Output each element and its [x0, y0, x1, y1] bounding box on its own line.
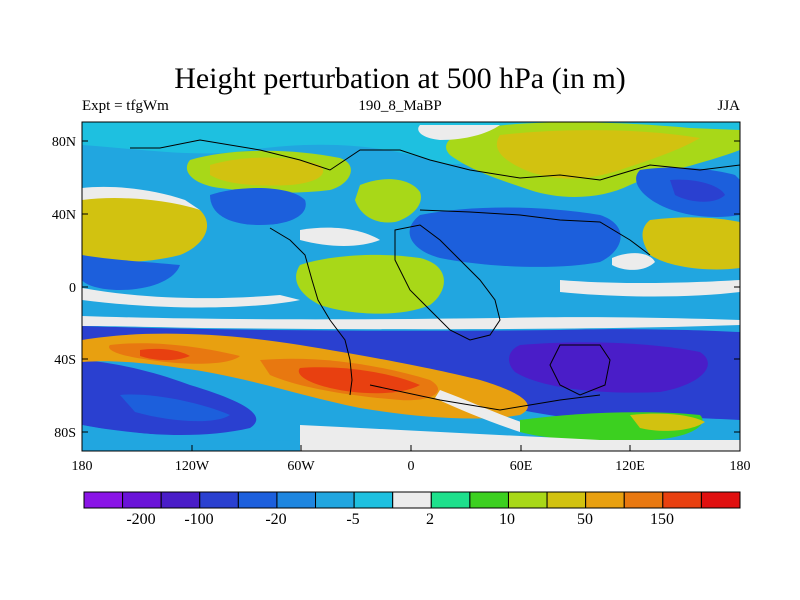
field-nh-blue-2: [409, 207, 621, 267]
colorbar-swatch: [83, 491, 124, 509]
field-nh-west-white: [82, 186, 200, 210]
colorbar-swatch: [237, 491, 278, 509]
coastline-eurasia: [419, 209, 651, 256]
experiment-label: Expt = tfgWm: [82, 98, 169, 114]
lat-label: 40N: [52, 208, 76, 223]
field-eq-white-3: [82, 316, 740, 330]
colorbar-swatch: [700, 491, 741, 509]
colorbar-swatch: [160, 491, 201, 509]
field-nh-east-gold: [642, 217, 740, 270]
field-north-gold: [496, 130, 700, 179]
coastline-africa: [394, 224, 501, 341]
field-south-red-small: [140, 348, 190, 361]
field-namerica-gold: [210, 157, 324, 186]
colorbar-swatch: [276, 491, 317, 509]
lon-label: 180: [730, 459, 751, 474]
lon-label: 120E: [615, 459, 645, 474]
field-eq-white-1: [82, 288, 300, 308]
field-nh-west-gold: [82, 193, 208, 262]
field-swirl-green: [355, 179, 421, 223]
field-south-red: [298, 367, 420, 394]
lon-label: 0: [408, 459, 415, 474]
field-eq-west-blue: [82, 255, 180, 290]
coastlines: [130, 139, 740, 411]
colorbar-swatch: [392, 491, 432, 509]
colorbar-swatch: [662, 491, 702, 509]
lat-label: 0: [69, 281, 76, 296]
field-south-white-streak: [435, 390, 540, 432]
colorbar-label: 150: [650, 511, 674, 528]
lon-label: 60E: [510, 459, 533, 474]
field-nh-east-white: [612, 253, 655, 270]
colorbar-swatch: [469, 491, 509, 509]
coastline-south: [369, 384, 601, 411]
field-north-white: [418, 125, 500, 140]
lat-label: 80N: [52, 135, 76, 150]
colorbar-swatch: [199, 491, 239, 509]
lon-label: 180: [72, 459, 93, 474]
colorbar-labels: -200 -100 -20 -5 2 10 50 150: [126, 511, 674, 528]
colorbar-swatch: [353, 491, 394, 509]
field-se-gold: [630, 413, 705, 431]
colorbar-label: 50: [577, 511, 593, 528]
colorbar-swatch: [315, 491, 355, 509]
field-swirl-white: [300, 227, 380, 246]
coastline-australia: [549, 344, 611, 396]
lon-label: 120W: [175, 459, 210, 474]
period-label: 190_8_MaBP: [358, 98, 442, 114]
field-nh-blue-4: [670, 179, 725, 202]
colorbar-swatch: [585, 491, 625, 509]
lat-label: 80S: [54, 426, 76, 441]
colorbar-swatch: [546, 491, 587, 509]
field-south-pole-cyan: [82, 425, 330, 451]
colorbar-label: -200: [126, 511, 155, 528]
lon-label: 60W: [287, 459, 315, 474]
colorbar-label: -5: [346, 511, 359, 528]
colorbar: [83, 491, 741, 509]
map-title: Height perturbation at 500 hPa (in m): [174, 62, 626, 95]
colorbar-label: -20: [265, 511, 286, 528]
season-label: JJA: [717, 98, 740, 114]
colorbar-swatch: [507, 491, 548, 509]
field-equator-yellow: [296, 254, 444, 314]
coastline-arctic: [130, 139, 740, 181]
lat-label: 40S: [54, 353, 76, 368]
field-eq-white-2: [560, 280, 740, 297]
colorbar-swatch: [623, 491, 664, 509]
latitude-labels: 80N 40N 0 40S 80S: [52, 135, 76, 441]
contour-field: [82, 122, 740, 451]
longitude-labels: 180 120W 60W 0 60E 120E 180: [72, 459, 751, 474]
coastline-americas: [269, 227, 353, 396]
field-south-pole-white: [300, 425, 740, 451]
colorbar-label: 10: [499, 511, 515, 528]
colorbar-label: -100: [184, 511, 213, 528]
colorbar-swatch: [430, 491, 471, 509]
field-sw-mid-blue: [120, 394, 230, 422]
axis-ticks: [81, 140, 741, 451]
colorbar-label: 2: [426, 511, 434, 528]
colorbar-swatch: [122, 491, 162, 509]
field-nh-blue-1: [210, 188, 306, 225]
